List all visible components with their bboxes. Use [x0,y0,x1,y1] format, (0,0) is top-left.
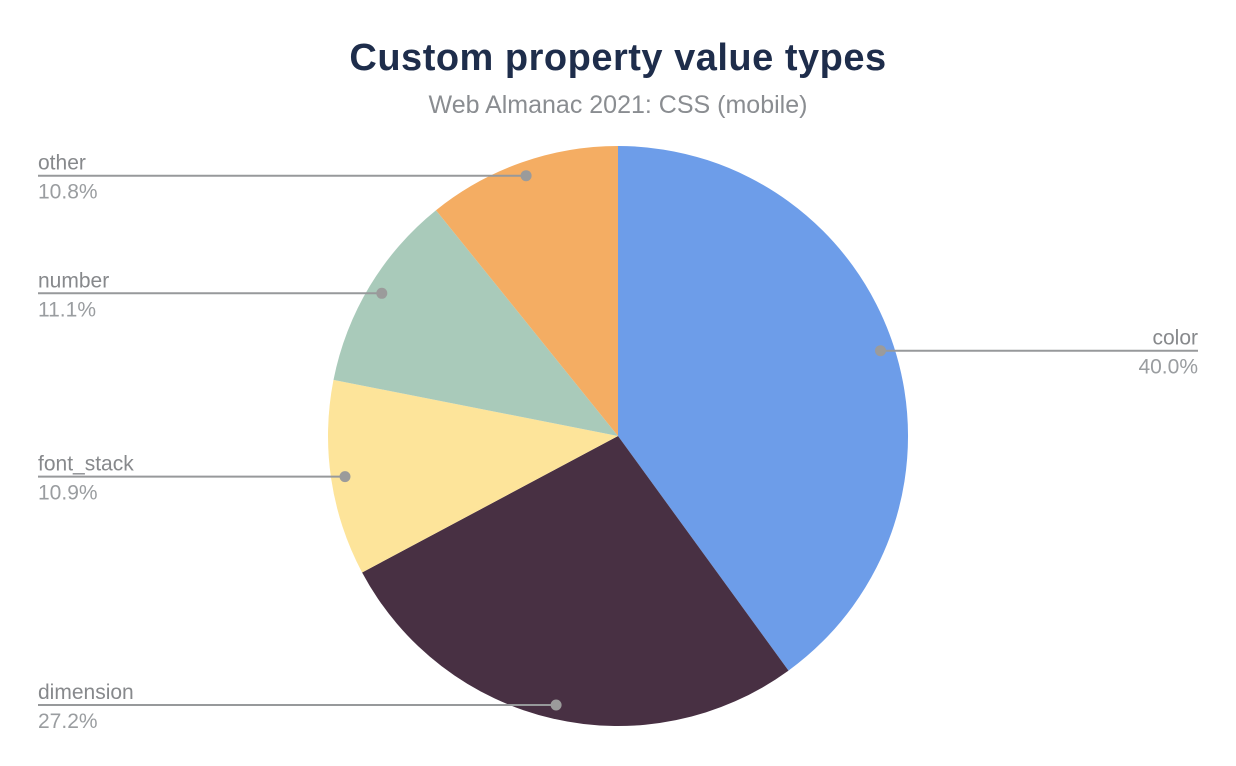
pie-slice-other[interactable] [436,146,618,436]
slice-label-name-color: color [1152,327,1198,350]
pie-slice-color[interactable] [618,146,909,671]
leader-dot-number [376,287,388,299]
slice-label-name-dimension: dimension [38,681,134,704]
leader-dot-color [875,345,886,357]
chart-title: Custom property value types [349,37,886,79]
chart-subtitle: Web Almanac 2021: CSS (mobile) [429,91,808,119]
slice-label-pct-font_stack: 10.9% [38,482,98,505]
slice-label-pct-number: 11.1% [38,298,96,321]
pie-slice-font_stack[interactable] [328,379,618,573]
slice-label-pct-other: 10.8% [38,181,98,204]
leader-dot-font_stack [339,471,351,483]
slice-label-name-number: number [38,269,109,292]
slice-label-name-font_stack: font_stack [38,453,134,476]
slice-labels: color 40.0% dimension 27.2% font_stack 10.9% n… [38,152,1198,733]
pie-slice-number[interactable] [333,210,619,436]
slice-label-pct-dimension: 27.2% [38,710,98,733]
slice-label-name-other: other [38,152,86,175]
leader-dot-other [520,170,532,182]
leader-lines [38,170,1198,711]
leader-dot-dimension [550,699,562,711]
slice-label-pct-color: 40.0% [1138,356,1198,379]
pie-slices [328,146,909,727]
pie-slice-dimension[interactable] [362,436,789,727]
